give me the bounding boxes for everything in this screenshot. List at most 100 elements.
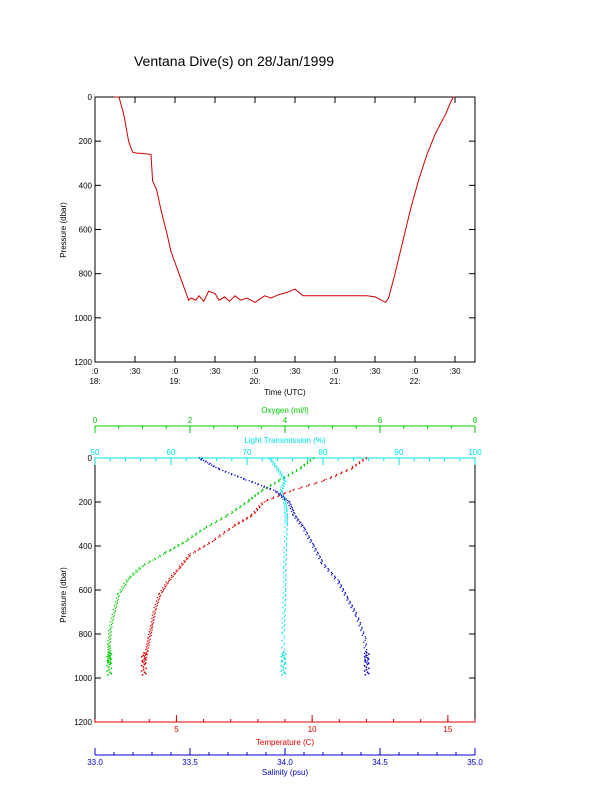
light-point [283,504,285,506]
light-point [284,579,287,582]
temperature-point [183,559,185,562]
oxygen-point [113,612,115,614]
temperature-point [142,666,145,668]
temperature-point [145,653,147,655]
light-point [283,628,286,630]
dive-x-tick-hour-label: 22: [409,377,420,386]
ctd-y-tick-label: 600 [79,586,93,595]
salinity-point [280,495,283,497]
salinity-point [349,601,351,604]
light-point [285,583,287,585]
salinity-point [213,465,215,467]
oxygen-point [106,670,108,672]
temperature-point [152,622,155,624]
salinity-point [342,589,345,591]
salinity-point [366,649,368,651]
light-point [281,474,283,476]
light-tick-label: 100 [468,448,482,457]
temperature-point [147,647,150,649]
oxygen-point [112,622,114,624]
temperature-point [146,648,148,650]
salinity-point [211,464,213,466]
oxygen-point [198,531,201,533]
light-point [283,506,286,509]
oxygen-point [138,568,140,571]
temperature-point [142,668,145,671]
temperature-point [334,475,337,477]
light-point [282,581,285,583]
temperature-point [143,660,146,662]
light-point [285,568,287,571]
light-point [284,531,286,533]
salinity-point [339,586,341,589]
salinity-point [319,555,321,557]
temperature-point [151,617,153,620]
temperature-point [228,527,230,530]
salinity-point [292,509,295,512]
light-point [281,622,284,624]
salinity-point [224,471,227,473]
salinity-point [338,581,341,584]
salinity-point [302,524,304,527]
oxygen-point [109,647,112,649]
salinity-point [361,626,363,629]
temperature-point [155,608,157,610]
temperature-point [237,523,239,525]
temperature-point [167,582,169,584]
oxygen-point [109,625,111,627]
light-point [284,608,286,610]
oxygen-point [248,500,250,502]
salinity-point [365,668,368,671]
temperature-point [162,587,164,589]
salinity-point [236,476,239,478]
temperature-point [140,655,143,658]
oxygen-point [287,475,289,477]
salinity-point [344,591,346,594]
oxygen-point [277,480,280,483]
salinity-point [283,497,286,499]
temperature-axis-label: Temperature (C) [256,738,315,747]
temperature-point [180,562,183,564]
oxygen-point [291,473,293,475]
temperature-point [148,631,151,633]
salinity-axis: 33.0 33.5 34.0 34.5 35.0 [87,748,483,767]
light-point [284,672,287,675]
temperature-point [163,584,166,586]
salinity-point [348,603,350,605]
temperature-point [362,460,364,462]
temperature-point [153,619,155,621]
oxygen-point [132,574,134,576]
oxygen-axis: 0 2 4 6 8 [93,416,478,433]
salinity-point [328,569,330,571]
light-point [286,528,288,530]
light-point [283,551,285,553]
salinity-point [318,557,320,560]
oxygen-point [109,628,112,631]
light-point [270,461,272,463]
salinity-point [320,561,322,563]
dive-track-line [114,96,455,304]
salinity-point [320,562,323,565]
temperature-point [178,565,180,567]
oxygen-point [147,562,149,564]
light-point [286,523,288,525]
temperature-point [149,638,151,640]
temperature-point [140,664,143,667]
light-point [282,617,284,619]
salinity-point [307,537,309,540]
light-point [282,498,284,501]
salinity-point [358,625,360,627]
salinity-point [309,541,311,543]
temperature-point [152,620,154,622]
salinity-point [347,598,349,600]
temperature-point [254,512,256,514]
salinity-point [243,478,245,480]
temperature-point [179,567,181,569]
temperature-point [300,487,302,489]
light-point [284,570,287,572]
salinity-point [358,617,360,619]
salinity-point [363,664,366,667]
temperature-point [189,553,191,555]
light-point [286,520,288,523]
salinity-point [290,504,292,506]
